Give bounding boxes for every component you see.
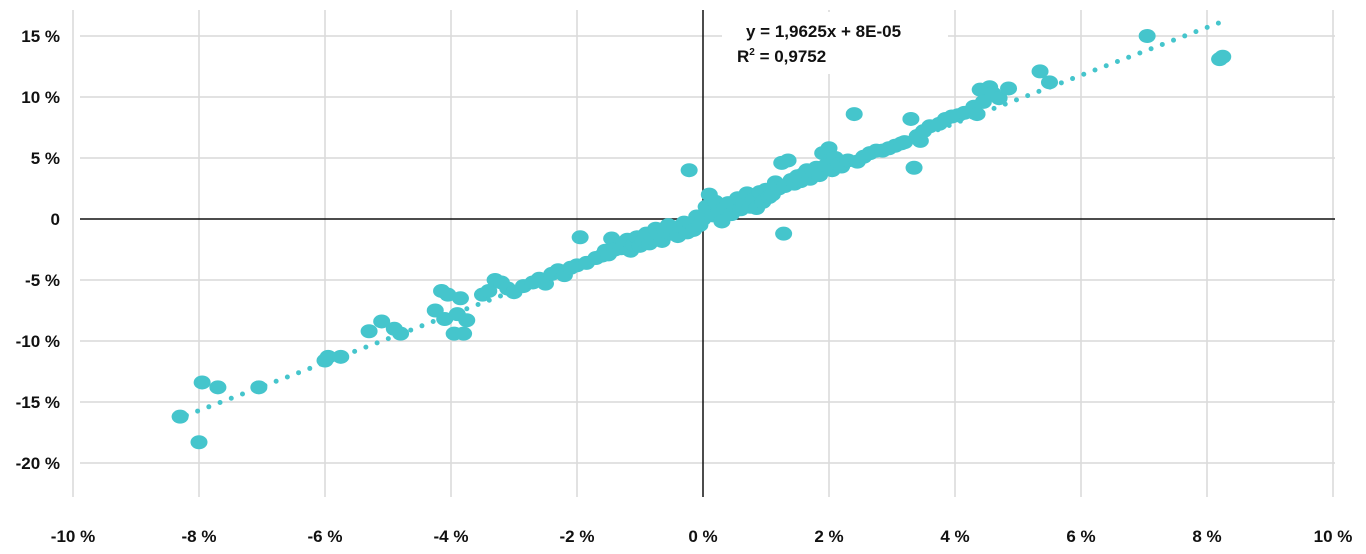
data-point	[1031, 64, 1049, 79]
tick-labels: -10 % -8 % -6 % -4 % -2 % 0 % 2 % 4 % 6 % 8 % 10 %…	[16, 27, 1353, 546]
data-point	[1214, 49, 1232, 64]
y-tick-label: -20 %	[16, 454, 60, 473]
data-point	[332, 349, 350, 364]
data-point	[1041, 75, 1058, 90]
data-point	[571, 230, 589, 245]
x-tick-label: 2 %	[814, 527, 843, 546]
y-tick-label: -15 %	[16, 393, 60, 412]
grid-lines	[72, 10, 1335, 497]
data-point	[193, 375, 211, 390]
data-point	[451, 291, 469, 306]
x-tick-label: -6 %	[308, 527, 343, 546]
data-points	[171, 29, 1232, 450]
data-point	[680, 163, 698, 178]
axes	[80, 10, 1335, 497]
y-tick-label: 5 %	[31, 149, 60, 168]
data-point	[1138, 29, 1156, 43]
r-squared-superscript: 2	[749, 47, 755, 58]
x-tick-label: 0 %	[688, 527, 717, 546]
data-point	[905, 160, 923, 175]
y-tick-label: 15 %	[21, 27, 60, 46]
data-point	[458, 313, 476, 328]
data-point	[436, 312, 454, 327]
r-squared-label: R2 = 0,9752	[737, 47, 826, 66]
x-tick-label: 4 %	[940, 527, 969, 546]
data-point	[902, 111, 920, 126]
data-point	[779, 153, 797, 168]
data-point	[190, 435, 208, 450]
data-point	[480, 283, 498, 298]
data-point	[209, 380, 227, 395]
data-point	[845, 107, 863, 122]
r-squared-value: = 0,9752	[755, 47, 826, 66]
y-tick-label: -10 %	[16, 332, 60, 351]
y-tick-label: 0	[51, 210, 60, 229]
x-tick-label: 10 %	[1314, 527, 1353, 546]
data-point	[360, 324, 378, 339]
equation-label: y = 1,9625x + 8E-05	[746, 22, 901, 41]
data-point	[171, 409, 189, 424]
x-tick-label: -8 %	[182, 527, 217, 546]
data-point	[319, 349, 337, 364]
data-point	[250, 380, 268, 395]
data-point	[990, 91, 1008, 106]
r-squared-prefix: R	[737, 47, 749, 66]
x-tick-label: -2 %	[560, 527, 595, 546]
x-tick-label: 6 %	[1066, 527, 1095, 546]
x-tick-label: -4 %	[434, 527, 469, 546]
data-point	[775, 226, 793, 241]
data-point	[968, 107, 986, 122]
x-tick-label: -10 %	[51, 527, 95, 546]
data-point	[896, 135, 914, 150]
x-tick-label: 8 %	[1192, 527, 1221, 546]
y-tick-label: 10 %	[21, 88, 60, 107]
data-point	[373, 314, 391, 329]
trendline-equation-box: y = 1,9625x + 8E-05 R2 = 0,9752	[722, 12, 948, 74]
data-point	[603, 231, 621, 246]
data-point	[455, 326, 473, 341]
data-point	[392, 326, 410, 341]
y-tick-label: -5 %	[25, 271, 60, 290]
equation-background	[722, 12, 948, 74]
data-point	[1000, 81, 1018, 96]
